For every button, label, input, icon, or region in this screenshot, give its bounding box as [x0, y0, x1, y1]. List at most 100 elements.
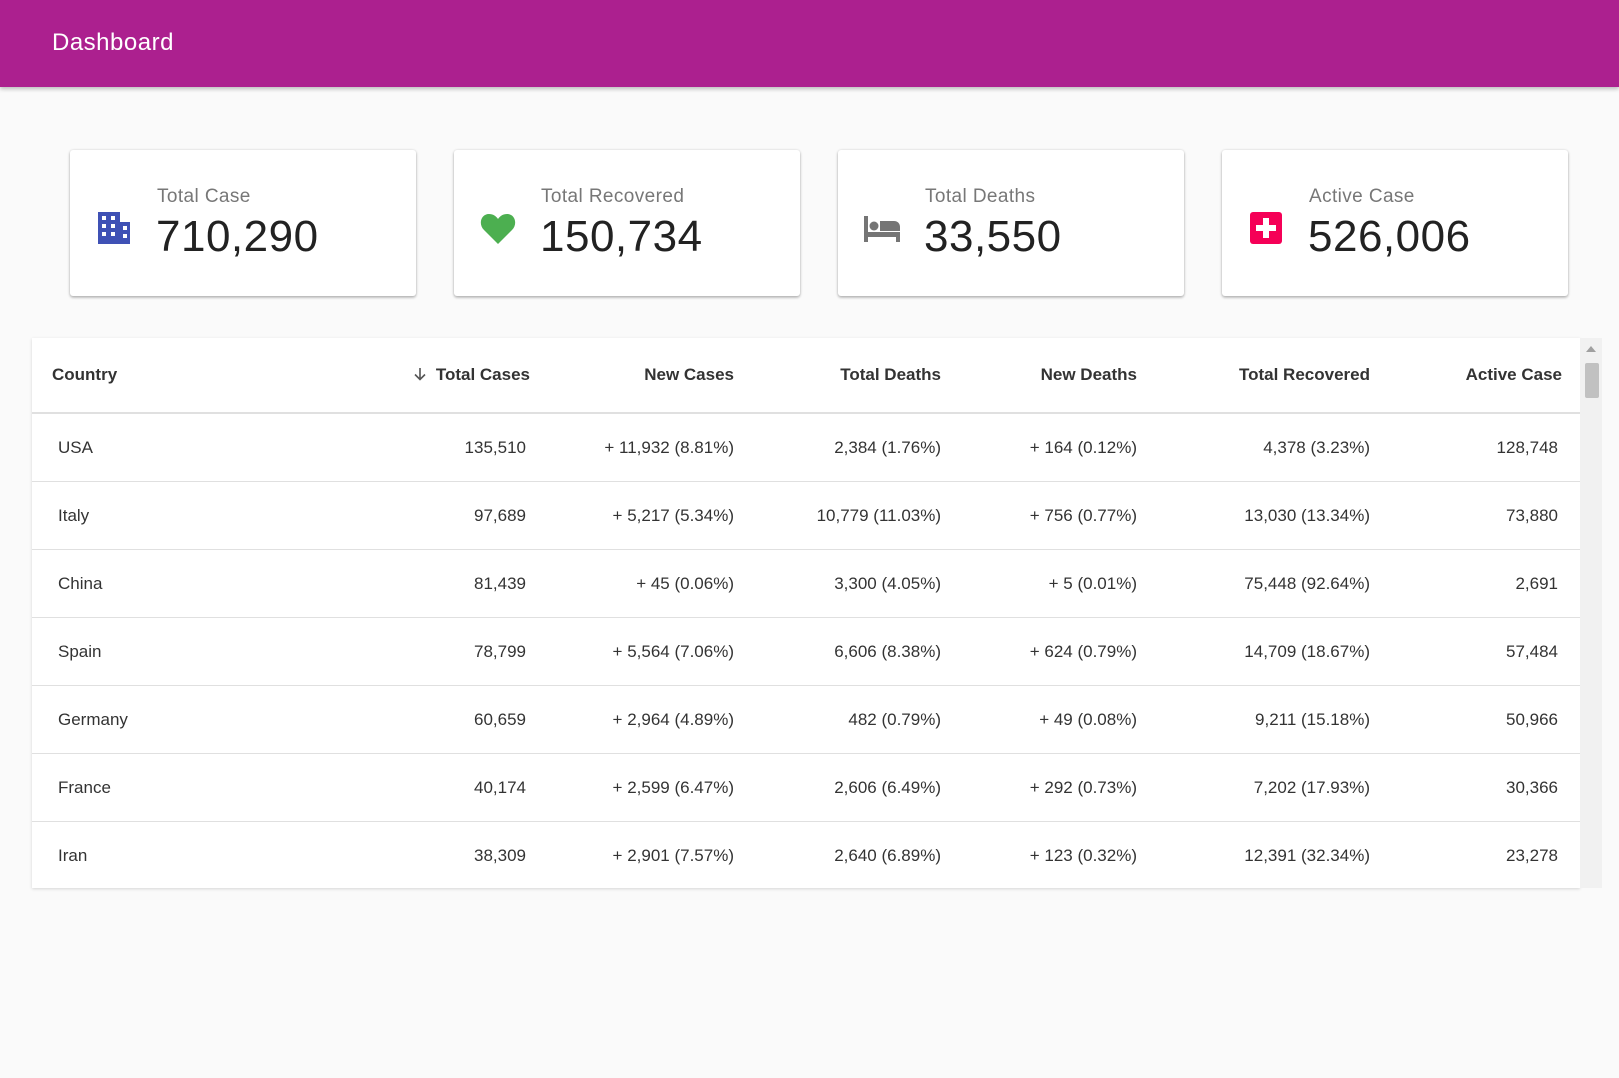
cell-country: France: [52, 753, 314, 822]
cell-padding: [32, 481, 52, 550]
cell-padding: [32, 685, 52, 754]
column-header-total-recovered[interactable]: Total Recovered: [1137, 338, 1370, 414]
cell-total-cases: 81,439: [314, 549, 530, 618]
cell-total-recovered: 14,709 (18.67%): [1137, 617, 1370, 686]
cell-padding: [32, 413, 52, 482]
cell-new-deaths: + 624 (0.79%): [941, 617, 1137, 686]
cell-active-case: 73,880: [1370, 481, 1562, 550]
cell-country: Italy: [52, 481, 314, 550]
cell-padding: [1562, 685, 1580, 754]
app-bar: Dashboard: [0, 0, 1619, 87]
cell-active-case: 50,966: [1370, 685, 1562, 754]
cell-new-cases: + 5,564 (7.06%): [530, 617, 734, 686]
column-header-new-deaths[interactable]: New Deaths: [941, 338, 1137, 414]
bed-icon: [864, 216, 900, 242]
cell-new-deaths: + 164 (0.12%): [941, 413, 1137, 482]
cell-total-deaths: 10,779 (11.03%): [734, 481, 941, 550]
cell-active-case: 57,484: [1370, 617, 1562, 686]
country-table: Country Total Cases New Cases Total Deat…: [32, 338, 1580, 888]
scroll-thumb[interactable]: [1585, 363, 1599, 398]
column-header-active-case[interactable]: Active Case: [1370, 338, 1562, 414]
cell-padding: [32, 821, 52, 888]
cell-country: Spain: [52, 617, 314, 686]
cell-country: Germany: [52, 685, 314, 754]
column-header-country[interactable]: Country: [52, 338, 314, 414]
cell-new-deaths: + 292 (0.73%): [941, 753, 1137, 822]
cell-active-case: 30,366: [1370, 753, 1562, 822]
scroll-up-arrow-icon[interactable]: [1586, 346, 1596, 352]
table-header-row: Country Total Cases New Cases Total Deat…: [32, 338, 1580, 414]
cell-total-cases: 40,174: [314, 753, 530, 822]
cell-total-cases: 60,659: [314, 685, 530, 754]
cell-active-case: 2,691: [1370, 549, 1562, 618]
card-label: Total Case: [157, 186, 251, 207]
column-header-total-deaths[interactable]: Total Deaths: [734, 338, 941, 414]
cell-new-cases: + 2,964 (4.89%): [530, 685, 734, 754]
cell-padding: [1562, 617, 1580, 686]
card-value: 526,006: [1308, 212, 1471, 261]
column-header-total-cases[interactable]: Total Cases: [314, 338, 530, 414]
cell-total-deaths: 2,384 (1.76%): [734, 413, 941, 482]
card-value: 150,734: [540, 212, 703, 261]
cell-total-recovered: 12,391 (32.34%): [1137, 821, 1370, 888]
cell-new-deaths: + 5 (0.01%): [941, 549, 1137, 618]
column-header-label: Total Cases: [435, 365, 530, 384]
cell-new-cases: + 11,932 (8.81%): [530, 413, 734, 482]
medical-cross-icon: [1250, 212, 1282, 244]
table-row: China 81,439 + 45 (0.06%) 3,300 (4.05%) + 5 …: [32, 549, 1580, 618]
card-value: 710,290: [156, 212, 319, 261]
cell-total-deaths: 2,640 (6.89%): [734, 821, 941, 888]
cell-padding: [32, 549, 52, 618]
cell-active-case: 23,278: [1370, 821, 1562, 888]
heart-icon: [480, 214, 516, 244]
table-row: USA 135,510 + 11,932 (8.81%) 2,384 (1.76%) +…: [32, 413, 1580, 482]
cell-total-cases: 38,309: [314, 821, 530, 888]
cell-active-case: 128,748: [1370, 413, 1562, 482]
cell-new-cases: + 2,599 (6.47%): [530, 753, 734, 822]
table-row: Iran 38,309 + 2,901 (7.57%) 2,640 (6.89%) + …: [32, 821, 1580, 888]
cell-new-deaths: + 123 (0.32%): [941, 821, 1137, 888]
table-row: Italy 97,689 + 5,217 (5.34%) 10,779 (11.03%…: [32, 481, 1580, 550]
table-row: France 40,174 + 2,599 (6.47%) 2,606 (6.49%)…: [32, 753, 1580, 822]
cell-total-recovered: 9,211 (15.18%): [1137, 685, 1370, 754]
card-label: Total Deaths: [925, 186, 1036, 207]
cell-total-deaths: 6,606 (8.38%): [734, 617, 941, 686]
cell-padding: [1562, 753, 1580, 822]
card-value: 33,550: [924, 212, 1062, 261]
cell-total-deaths: 3,300 (4.05%): [734, 549, 941, 618]
cell-total-deaths: 482 (0.79%): [734, 685, 941, 754]
cell-total-recovered: 13,030 (13.34%): [1137, 481, 1370, 550]
cell-padding: [1562, 821, 1580, 888]
cell-total-recovered: 7,202 (17.93%): [1137, 753, 1370, 822]
cell-new-cases: + 2,901 (7.57%): [530, 821, 734, 888]
cell-total-deaths: 2,606 (6.49%): [734, 753, 941, 822]
cell-country: China: [52, 549, 314, 618]
cell-new-cases: + 45 (0.06%): [530, 549, 734, 618]
cell-country: USA: [52, 413, 314, 482]
table-scrollbar[interactable]: [1580, 338, 1602, 888]
table-row: Germany 60,659 + 2,964 (4.89%) 482 (0.79%) +…: [32, 685, 1580, 754]
cell-padding: [1562, 481, 1580, 550]
cell-total-recovered: 4,378 (3.23%): [1137, 413, 1370, 482]
card-active-case: Active Case 526,006: [1222, 150, 1568, 296]
cell-new-deaths: + 756 (0.77%): [941, 481, 1137, 550]
cell-padding: [1562, 413, 1580, 482]
cell-country: Iran: [52, 821, 314, 888]
card-label: Total Recovered: [541, 186, 685, 207]
table-row: Spain 78,799 + 5,564 (7.06%) 6,606 (8.38%) +…: [32, 617, 1580, 686]
cell-total-cases: 78,799: [314, 617, 530, 686]
cell-padding: [32, 753, 52, 822]
app-title: Dashboard: [52, 29, 174, 56]
building-icon: [98, 212, 130, 244]
arrow-down-icon: [414, 368, 426, 381]
column-header-new-cases[interactable]: New Cases: [530, 338, 734, 414]
card-total-case: Total Case 710,290: [70, 150, 416, 296]
card-total-deaths: Total Deaths 33,550: [838, 150, 1184, 296]
cell-padding: [32, 617, 52, 686]
card-label: Active Case: [1309, 186, 1415, 207]
cell-total-cases: 135,510: [314, 413, 530, 482]
cell-total-cases: 97,689: [314, 481, 530, 550]
cell-new-deaths: + 49 (0.08%): [941, 685, 1137, 754]
card-total-recovered: Total Recovered 150,734: [454, 150, 800, 296]
cell-total-recovered: 75,448 (92.64%): [1137, 549, 1370, 618]
